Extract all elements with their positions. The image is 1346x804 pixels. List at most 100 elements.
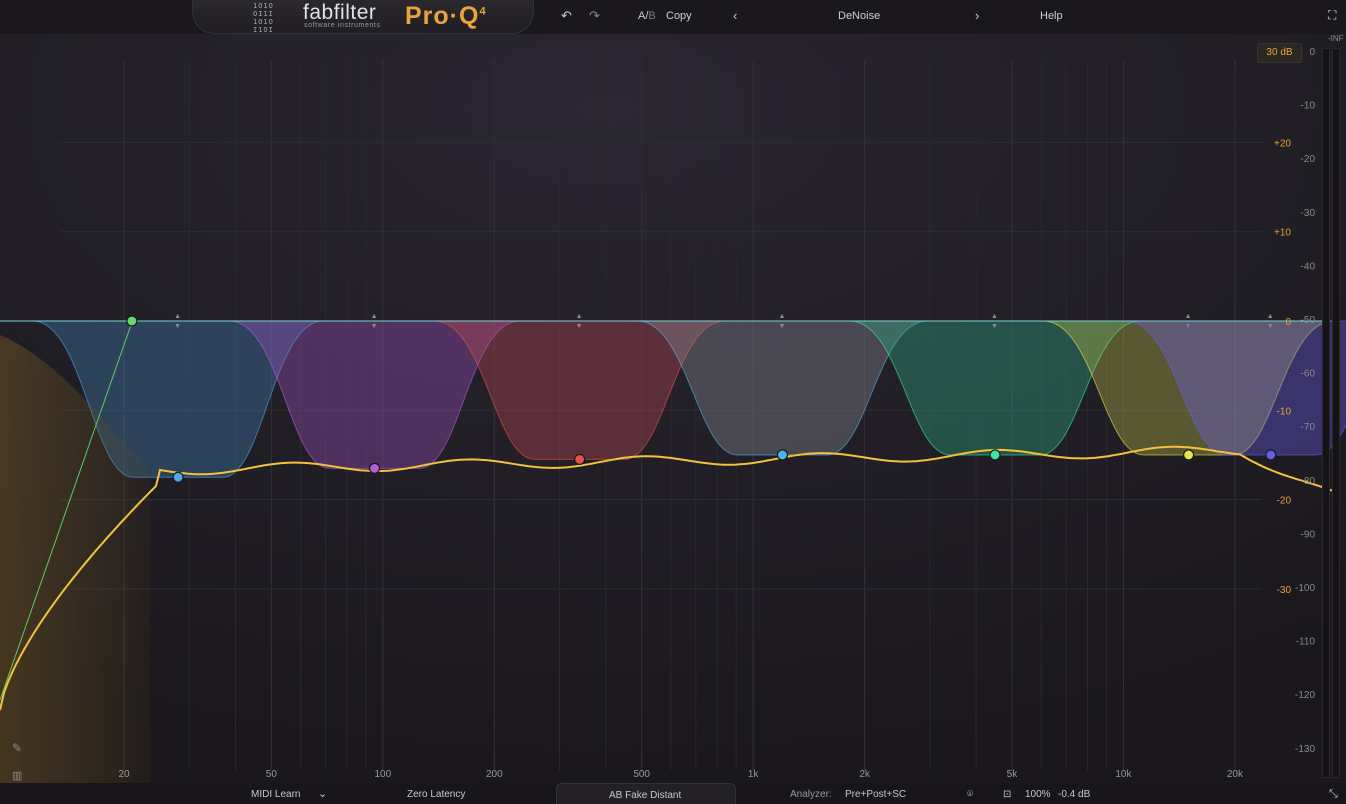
frequency-tick-label: 50: [266, 769, 278, 780]
frequency-tick-label: 20k: [1227, 769, 1244, 780]
logo-area: 1O1O OI1I 1O1O I1OI fabfilter software inst…: [192, 0, 534, 34]
band-node[interactable]: [574, 453, 586, 466]
preset-tab[interactable]: AB Fake Distant: [556, 783, 736, 804]
analyzer-tick-label: 0: [1309, 47, 1315, 58]
preset-name[interactable]: DeNoise: [838, 10, 881, 22]
eq-gain-tick-label: 0: [1285, 317, 1291, 328]
band-fill: [229, 320, 520, 469]
analyzer-tick-label: -20: [1301, 154, 1316, 165]
resize-icon[interactable]: ⤡: [1329, 788, 1338, 800]
analyzer-tick-label: -110: [1296, 637, 1316, 648]
band-handle-icon[interactable]: ▲: [576, 313, 583, 320]
zoom-icon[interactable]: ⊡: [1003, 789, 1012, 800]
band-handle-icon[interactable]: ▲: [371, 313, 378, 320]
analyzer-tick-label: -30: [1301, 208, 1316, 219]
graph-background: [0, 34, 1346, 783]
band-handle-icon[interactable]: ▲: [778, 313, 785, 320]
frequency-tick-label: 500: [633, 769, 650, 780]
latency-mode[interactable]: Zero Latency: [407, 789, 466, 800]
brand-name: fabfilter: [303, 1, 377, 24]
fabfilter-logo-icon: 1O1O OI1I 1O1O I1OI: [253, 2, 274, 34]
band-node[interactable]: [1265, 449, 1277, 461]
band-handle-icon[interactable]: ▼: [371, 323, 378, 330]
grid: [60, 60, 1262, 770]
paint-brush-icon[interactable]: ✎: [12, 741, 22, 755]
analyzer-tick-label: -60: [1301, 369, 1316, 380]
eq-gain-tick-label: +10: [1274, 228, 1291, 239]
band-fill: [637, 320, 928, 456]
midi-learn-button[interactable]: MIDI Learn: [251, 789, 301, 800]
band-node[interactable]: [776, 449, 789, 461]
analyzer-tick-label: -120: [1295, 690, 1315, 701]
brand-subtitle: software instruments: [304, 22, 381, 29]
fullscreen-icon[interactable]: ⛶: [1328, 8, 1337, 22]
analyzer-tick-label: -100: [1295, 583, 1315, 594]
redo-icon[interactable]: ↷: [589, 8, 600, 23]
top-bar: 1O1O OI1I 1O1O I1OI fabfilter software inst…: [0, 0, 1346, 34]
band-node[interactable]: [1183, 449, 1195, 461]
frequency-tick-label: 1k: [748, 769, 760, 780]
eq-gain-tick-label: +20: [1274, 138, 1291, 149]
analyzer-tick-label: -90: [1301, 529, 1316, 540]
band-handle-icon[interactable]: ▼: [778, 323, 785, 330]
frequency-tick-label: 5k: [1007, 769, 1019, 780]
band-handle-icon[interactable]: ▼: [1267, 323, 1274, 330]
display-range-button[interactable]: 30 dB: [1257, 43, 1302, 63]
band-handle-icon[interactable]: ▲: [174, 313, 181, 320]
preset-prev-icon[interactable]: ‹: [733, 8, 738, 23]
eq-gain-tick-label: -10: [1277, 406, 1292, 417]
copy-button[interactable]: Copy: [666, 10, 692, 22]
low-cut-shade: [0, 335, 150, 783]
inf-label: -INF: [1328, 34, 1344, 43]
piano-icon[interactable]: ▥: [12, 770, 22, 782]
analyzer-label: Analyzer:: [790, 789, 832, 800]
band-node[interactable]: [989, 449, 1001, 461]
frequency-axis: 20 50 100 200 500 1k 2k 5k 10k 20k: [118, 769, 1244, 780]
ab-toggle-button[interactable]: A/B: [638, 10, 656, 22]
preset-label[interactable]: AB Fake Distant: [609, 790, 682, 801]
frequency-tick-label: 200: [486, 769, 503, 780]
band-node[interactable]: [126, 315, 138, 327]
output-meter-left: [1322, 48, 1330, 778]
band-node[interactable]: [368, 462, 381, 474]
product-name: Pro·Q4: [405, 2, 487, 30]
band-handle-icon[interactable]: ▼: [991, 323, 998, 330]
frequency-tick-label: 100: [374, 769, 391, 780]
eq-response-curve: [0, 445, 1333, 711]
analyzer-tick-label: -70: [1301, 422, 1316, 433]
analyzer-tick-label: -40: [1301, 261, 1316, 272]
output-meter-right: [1332, 48, 1340, 778]
eq-gain-axis: +20 +10 0 -10 -20 -30: [1274, 138, 1291, 596]
undo-icon[interactable]: ↶: [561, 8, 572, 23]
band-handle-icon[interactable]: ▼: [174, 323, 181, 330]
analyzer-tick-label: -10: [1301, 101, 1316, 112]
band-fill: [1125, 320, 1346, 456]
output-gain[interactable]: -0.4 dB: [1058, 789, 1091, 800]
eq-display[interactable]: ▲ ▼ ▲ ▼ ▲ ▼ ▲ ▼ ▲ ▼ ▲ ▼ ▲ ▼ 20 50 100 200 500 1k 2k 5k 10k 20k…: [0, 34, 1346, 783]
analyzer-tick-label: -130: [1295, 744, 1315, 755]
bottom-bar: MIDI Learn ⌄ Zero Latency AB Fake Distan…: [0, 783, 1346, 804]
frequency-tick-label: 20: [118, 769, 130, 780]
band-handle-icon[interactable]: ▲: [991, 313, 998, 320]
midi-icon[interactable]: ⌾: [967, 789, 973, 800]
analyzer-mode[interactable]: Pre+Post+SC: [845, 789, 907, 800]
eq-gain-tick-label: -20: [1277, 496, 1292, 507]
eq-gain-tick-label: -30: [1277, 585, 1292, 596]
band-fill: [434, 320, 725, 460]
band-handle-icon[interactable]: ▲: [1267, 313, 1274, 320]
band-nodes[interactable]: [126, 315, 1277, 483]
high-cut-slope: [0, 321, 133, 701]
band-node[interactable]: [172, 471, 184, 483]
band-handle-icon[interactable]: ▼: [576, 323, 583, 330]
frequency-tick-label: 10k: [1115, 769, 1132, 780]
band-handle-icon[interactable]: ▼: [1185, 323, 1192, 330]
help-button[interactable]: Help: [1040, 10, 1063, 22]
midi-dropdown-icon[interactable]: ⌄: [318, 788, 328, 800]
analyzer-tick-label: -50: [1301, 315, 1316, 326]
preset-next-icon[interactable]: ›: [975, 8, 980, 23]
band-handle-icon[interactable]: ▲: [1185, 313, 1192, 320]
frequency-tick-label: 2k: [859, 769, 871, 780]
zoom-level[interactable]: 100%: [1025, 789, 1051, 800]
analyzer-axis: 0 -10 -20 -30 -40 -50 -60 -70 -80 -90 -100 -110 -120…: [1295, 47, 1315, 755]
analyzer-tick-label: -80: [1301, 476, 1316, 487]
